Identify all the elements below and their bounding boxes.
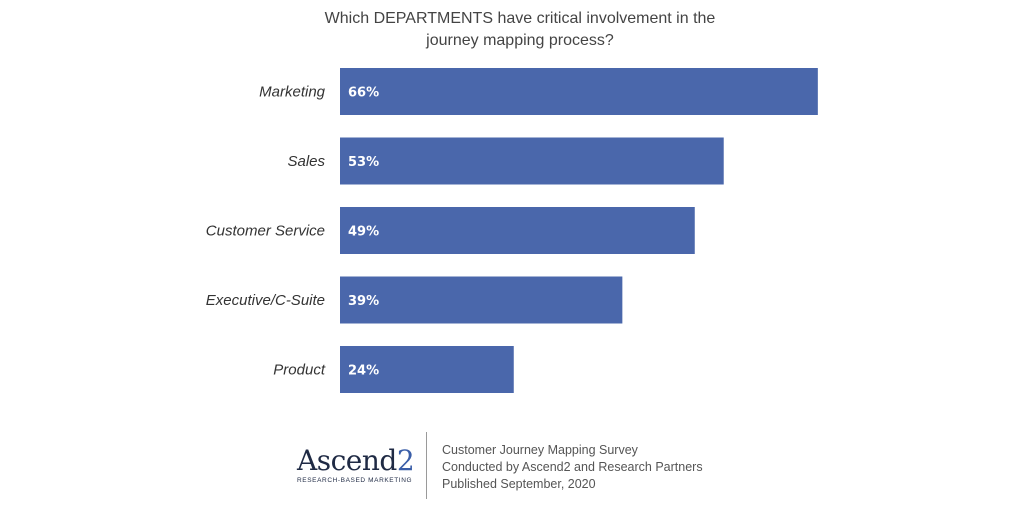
footer-divider bbox=[426, 432, 427, 499]
category-label: Sales bbox=[287, 153, 325, 170]
chart-title-line-1: Which DEPARTMENTS have critical involvem… bbox=[324, 10, 716, 27]
category-label: Product bbox=[273, 362, 326, 379]
value-label: 53% bbox=[348, 155, 379, 170]
value-label: 66% bbox=[348, 86, 379, 101]
category-label: Customer Service bbox=[206, 223, 325, 240]
category-label: Executive/C-Suite bbox=[206, 292, 325, 309]
bar-executive-c-suite bbox=[340, 276, 623, 324]
credit-line-survey: Customer Journey Mapping Survey bbox=[442, 443, 638, 457]
logo-word-main: Ascend bbox=[297, 444, 397, 477]
survey-credits: Customer Journey Mapping Survey Conducte… bbox=[442, 442, 703, 493]
logo-tagline: RESEARCH-BASED MARKETING bbox=[297, 477, 413, 484]
bar-sales bbox=[340, 137, 724, 185]
logo-word-accent: 2 bbox=[396, 444, 415, 477]
bar-product bbox=[340, 346, 514, 393]
credit-line-conducted: Conducted by Ascend2 and Research Partne… bbox=[442, 460, 703, 474]
chart-title-line-2: journey mapping process? bbox=[426, 32, 614, 49]
chart-title: Which DEPARTMENTS have critical involvem… bbox=[0, 8, 1024, 52]
credit-line-published: Published September, 2020 bbox=[442, 477, 596, 491]
value-label: 49% bbox=[348, 225, 379, 240]
ascend2-logo: Ascend2 RESEARCH-BASED MARKETING bbox=[297, 444, 415, 485]
bar-customer-service bbox=[340, 207, 695, 254]
footer: Ascend2 RESEARCH-BASED MARKETING Custome… bbox=[0, 432, 1024, 502]
logo-wordmark: Ascend2 bbox=[297, 444, 415, 477]
category-label: Marketing bbox=[259, 84, 326, 101]
bar-marketing bbox=[340, 68, 818, 115]
value-label: 24% bbox=[348, 364, 379, 379]
value-label: 39% bbox=[348, 294, 379, 309]
bar-chart: Marketing 66% Sales 53% Customer Service 49% E… bbox=[206, 68, 818, 393]
